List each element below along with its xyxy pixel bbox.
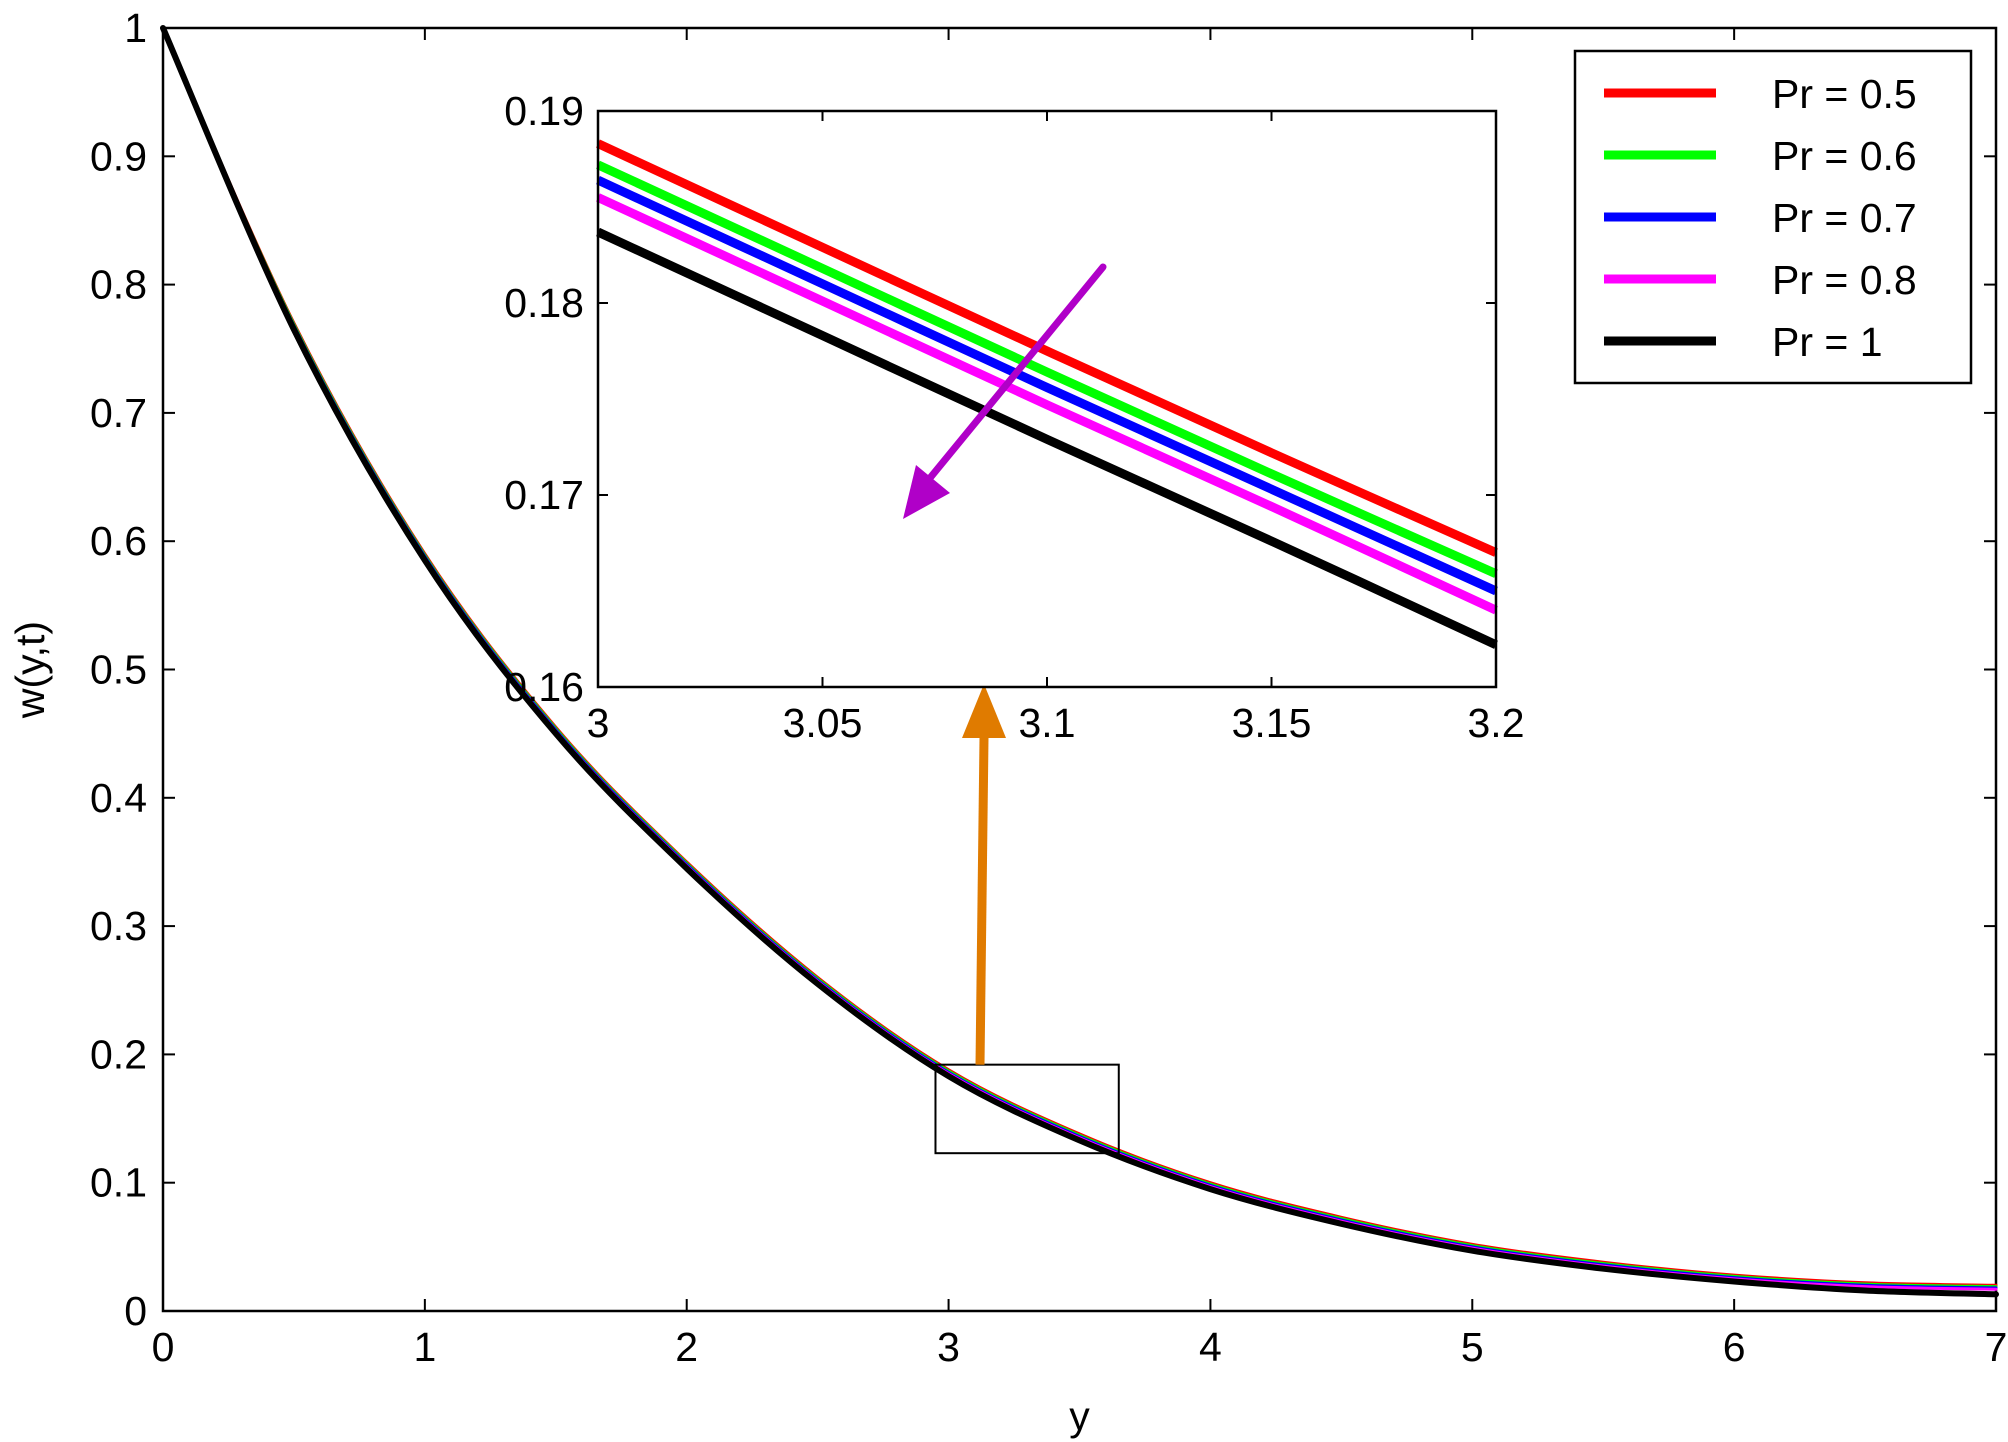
legend-label-3: Pr = 0.8 [1772,257,1917,303]
main-x-tick-label: 6 [1723,1324,1746,1370]
main-series-line-4 [160,25,1999,1298]
legend-label-4: Pr = 1 [1772,319,1883,365]
inset-series-line-4 [596,227,1498,649]
inset-series-line-2 [596,176,1498,596]
main-y-tick-label: 0.5 [90,647,147,693]
y-axis-label: w(y,t) [7,621,53,719]
main-x-ticks: 0 1 2 3 4 5 6 7 [152,28,2008,1370]
legend-label-1: Pr = 0.6 [1772,133,1917,179]
main-y-tick-label: 0.2 [90,1031,147,1077]
inset-series-line-3 [596,193,1498,615]
main-y-tick-label: 0.7 [90,390,147,436]
inset-y-tick-label: 0.16 [504,664,584,710]
main-x-tick-label: 5 [1461,1324,1484,1370]
inset-x-tick-label: 3 [587,700,610,746]
inset-y-tick-label: 0.19 [504,88,584,134]
pr-increase-arrow [903,263,1107,519]
x-axis-label: y [1069,1393,1090,1439]
inset-y-tick-label: 0.17 [504,472,584,518]
inset-x-tick-label: 3.15 [1232,700,1312,746]
legend-label-2: Pr = 0.7 [1772,195,1917,241]
main-y-tick-label: 0.3 [90,903,147,949]
inset-plot: 3 3.05 3.1 3.15 3.2 0.16 0.17 0.18 0.19 [504,88,1524,746]
main-y-tick-label: 0.4 [90,775,147,821]
zoom-arrow-head [962,684,1006,738]
zoom-arrow-shaft [975,737,989,1065]
pr-arrow-shaft [926,263,1107,482]
inset-x-tick-label: 3.05 [783,700,863,746]
inset-series-line-0 [596,139,1498,557]
inset-x-tick-label: 3.1 [1019,700,1076,746]
inset-y-ticks: 0.16 0.17 0.18 0.19 [504,88,1496,710]
main-y-tick-label: 0.1 [90,1160,147,1206]
main-x-tick-label: 3 [937,1324,960,1370]
pr-arrow-head [903,465,950,519]
main-x-tick-label: 7 [1985,1324,2008,1370]
main-series-group [160,25,1999,1298]
zoom-box [934,1063,1120,1155]
inset-y-tick-label: 0.18 [504,280,584,326]
main-y-tick-label: 0 [124,1288,147,1334]
inset-series-group [596,139,1498,649]
main-y-tick-label: 0.6 [90,518,147,564]
inset-background [598,111,1496,687]
main-y-tick-label: 1 [124,5,147,51]
main-x-tick-label: 2 [675,1324,698,1370]
legend: Pr = 0.5 Pr = 0.6 Pr = 0.7 Pr = 0.8 Pr = 1 [1573,49,1973,385]
zoom-annotation [934,684,1120,1155]
main-plot: 0 1 2 3 4 5 6 7 0 0.1 0.2 0.3 0.4 0.5 0.6 0.7 0.8 0.9 1 y… [7,5,2007,1439]
main-y-ticks: 0 0.1 0.2 0.3 0.4 0.5 0.6 0.7 0.8 0.9 1 [90,5,1996,1334]
legend-label-0: Pr = 0.5 [1772,71,1917,117]
main-x-tick-label: 4 [1199,1324,1222,1370]
main-y-tick-label: 0.9 [90,133,147,179]
inset-series-line-1 [596,160,1498,578]
main-x-tick-label: 0 [152,1324,175,1370]
main-y-tick-label: 0.8 [90,262,147,308]
main-x-tick-label: 1 [413,1324,436,1370]
inset-x-ticks: 3 3.05 3.1 3.15 3.2 [587,111,1525,746]
inset-x-tick-label: 3.2 [1468,700,1525,746]
legend-items: Pr = 0.5 Pr = 0.6 Pr = 0.7 Pr = 0.8 Pr = 1 [1604,71,1917,365]
